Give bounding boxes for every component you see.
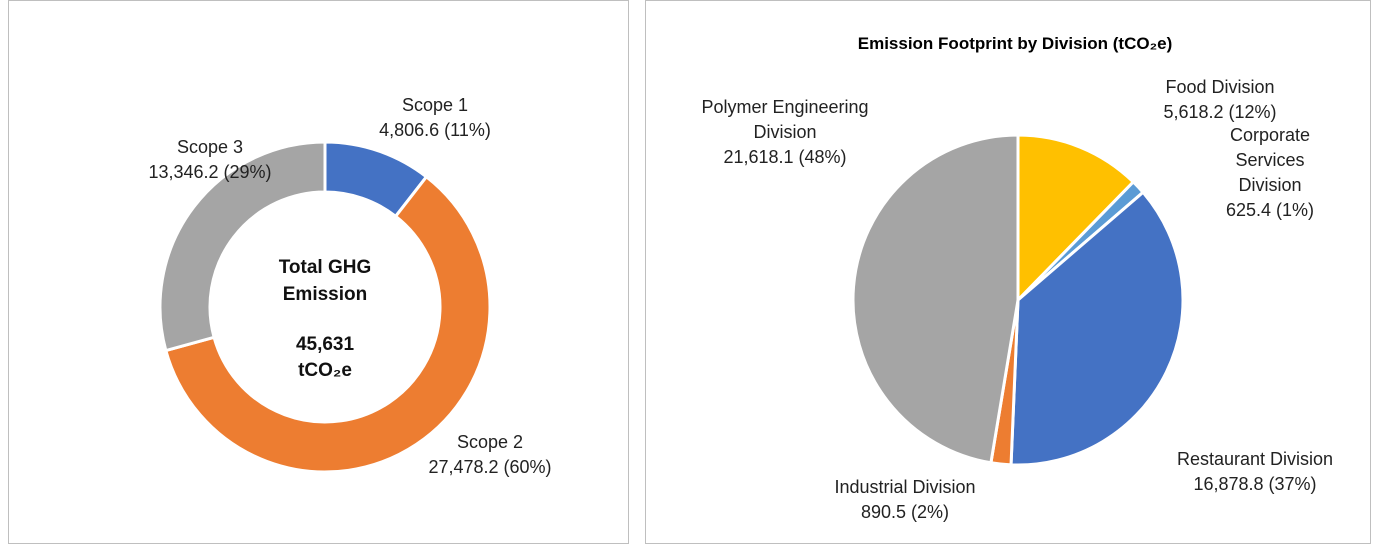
value-label: 13,346.2 (29%) [148,162,272,182]
slice [1016,133,1136,304]
value-label: 16,878.8 (37%) [1193,474,1317,494]
center-label: 45,631 [295,334,355,355]
data-label: Scope 2 27,478.2 (60%) [390,430,590,480]
right-panel [645,0,1371,544]
value-label: 4,806.6 (11%) [379,120,491,140]
data-label: Corporate Services Division 625.4 (1%) [1215,123,1325,223]
slice [163,174,492,474]
value-label: 27,478.2 (60%) [428,457,552,477]
center-label: tCO₂e [298,360,352,381]
slice [851,133,1020,465]
center-label: Emission [282,284,368,305]
category-label: Scope 1 [401,95,469,115]
value-label: 890.5 (2%) [860,502,950,522]
slice [158,140,327,353]
data-label: Restaurant Division 16,878.8 (37%) [1130,447,1375,497]
data-label: Polymer Engineering Division 21,618.1 (48… [680,95,890,170]
data-label: Scope 1 4,806.6 (11%) [335,93,535,143]
data-label: Industrial Division 890.5 (2%) [795,475,1015,525]
center-label: Total GHG [278,257,372,278]
category-label: Scope 3 [176,137,244,157]
category-label: Food Division [1165,77,1275,97]
category-label: Corporate Services Division [1229,125,1311,195]
data-label: Food Division 5,618.2 (12%) [1120,75,1320,125]
value-label: 21,618.1 (48%) [723,147,847,167]
category-label: Restaurant Division [1176,449,1334,469]
left-panel [8,0,629,544]
chart-title: Emission Footprint by Division (tCO₂e) [857,34,1173,53]
slice [1009,190,1185,467]
category-label: Polymer Engineering Division [701,97,869,142]
category-label: Industrial Division [834,477,976,497]
data-label: Scope 3 13,346.2 (29%) [110,135,310,185]
category-label: Scope 2 [456,432,524,452]
value-label: 625.4 (1%) [1225,200,1315,220]
value-label: 5,618.2 (12%) [1163,102,1277,122]
